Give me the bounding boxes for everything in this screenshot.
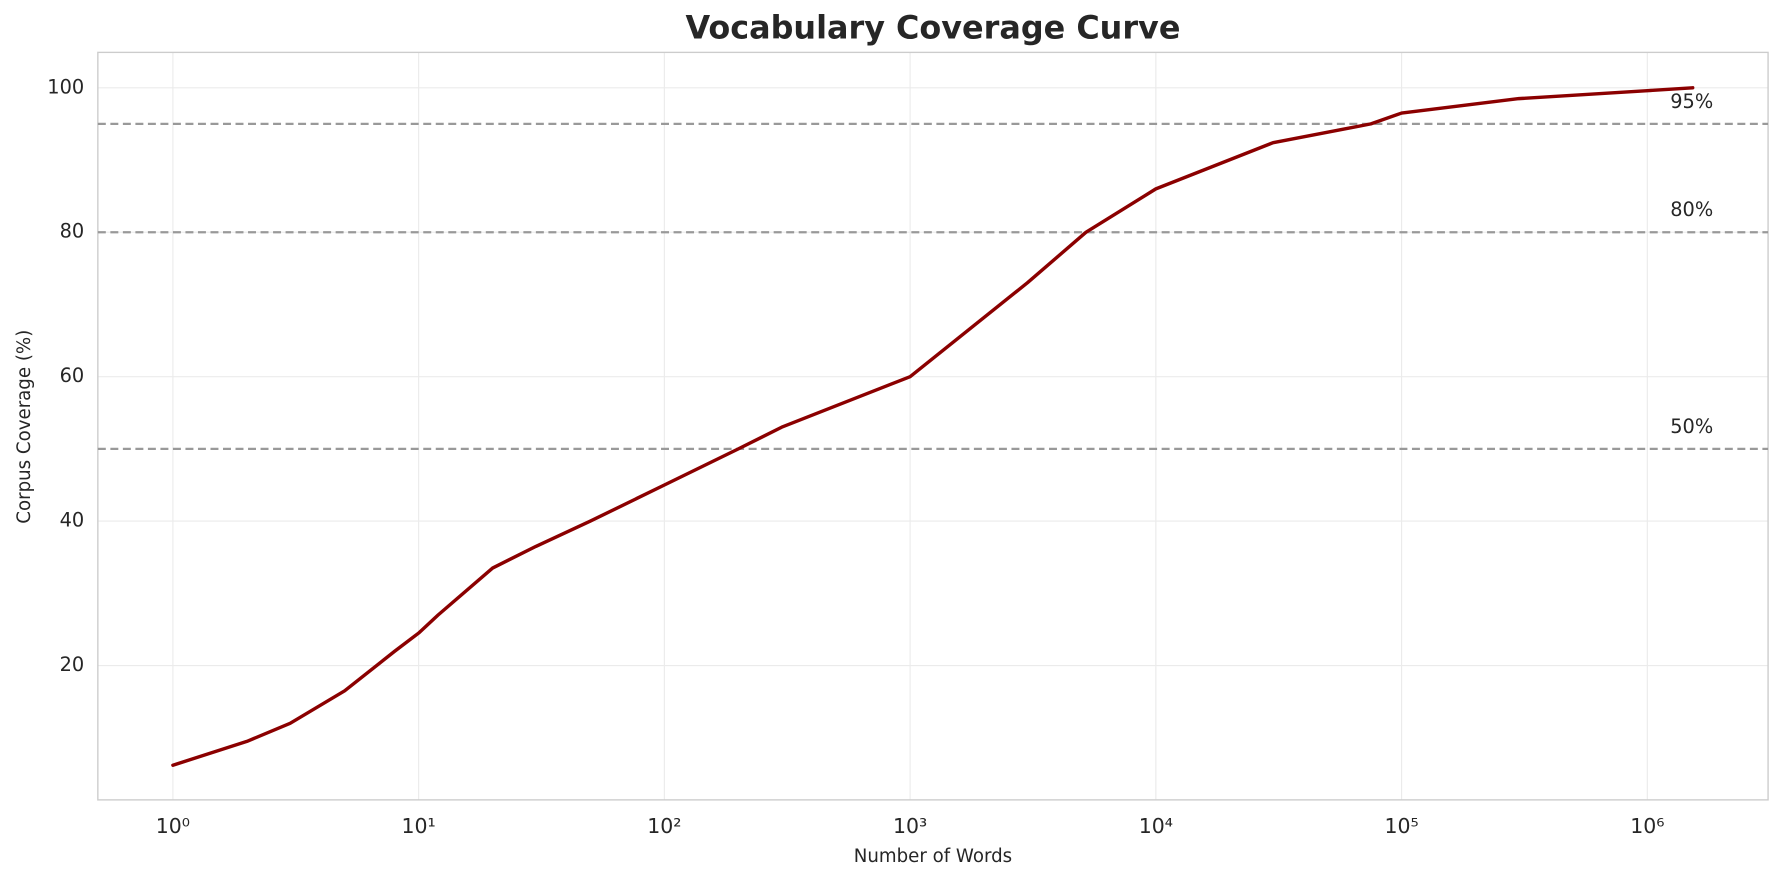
x-tick-label: 10⁶ — [1630, 814, 1664, 838]
x-tick-label: 10⁵ — [1384, 814, 1418, 838]
y-tick-label: 20 — [60, 653, 85, 676]
reference-label: 80% — [1670, 198, 1713, 221]
x-tick-label: 10² — [647, 814, 681, 838]
y-axis-label: Corpus Coverage (%) — [14, 330, 35, 524]
data-line — [171, 86, 1695, 767]
y-tick-label: 80 — [60, 220, 85, 243]
x-tick-label: 10⁰ — [156, 814, 190, 838]
y-tick-label: 40 — [60, 509, 85, 532]
y-tick-label: 100 — [47, 75, 84, 98]
y-tick-label: 60 — [60, 364, 85, 387]
x-tick-label: 10⁴ — [1139, 814, 1173, 838]
x-tick-label: 10¹ — [401, 814, 435, 838]
x-axis-label: Number of Words — [854, 846, 1012, 867]
reference-label: 50% — [1670, 415, 1713, 438]
plot-frame — [97, 51, 1769, 801]
x-tick-label: 10³ — [893, 814, 927, 838]
chart-title: Vocabulary Coverage Curve — [685, 9, 1180, 47]
reference-label: 95% — [1670, 90, 1713, 113]
